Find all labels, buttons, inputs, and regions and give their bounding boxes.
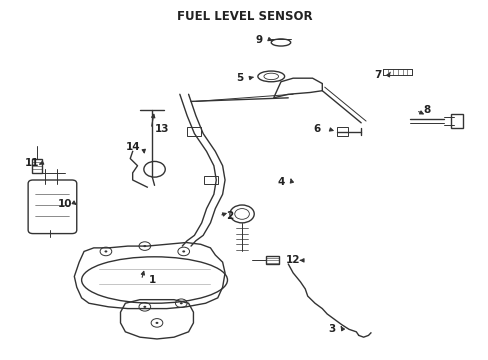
Text: 14: 14 [125, 142, 140, 152]
Text: 11: 11 [25, 158, 39, 168]
Text: 1: 1 [148, 275, 155, 285]
Circle shape [143, 306, 146, 308]
Text: 5: 5 [236, 73, 243, 83]
Circle shape [180, 302, 183, 304]
Bar [203, 176, 217, 184]
Circle shape [182, 250, 185, 252]
Text: 12: 12 [285, 255, 300, 265]
Text: 9: 9 [255, 35, 262, 45]
Text: 8: 8 [422, 105, 429, 115]
Circle shape [143, 245, 146, 247]
Bar [187, 127, 201, 136]
Text: 13: 13 [154, 124, 169, 134]
Text: 3: 3 [328, 324, 335, 334]
Circle shape [155, 322, 158, 324]
Text: 10: 10 [57, 199, 72, 209]
Text: 7: 7 [374, 69, 381, 80]
Bar [266, 256, 278, 264]
Bar [31, 158, 42, 173]
Text: FUEL LEVEL SENSOR: FUEL LEVEL SENSOR [176, 10, 312, 23]
Circle shape [104, 250, 107, 252]
Bar [450, 114, 462, 128]
Text: 4: 4 [277, 177, 284, 187]
Text: 2: 2 [226, 211, 233, 221]
Text: 6: 6 [313, 124, 321, 134]
Bar [336, 127, 347, 136]
